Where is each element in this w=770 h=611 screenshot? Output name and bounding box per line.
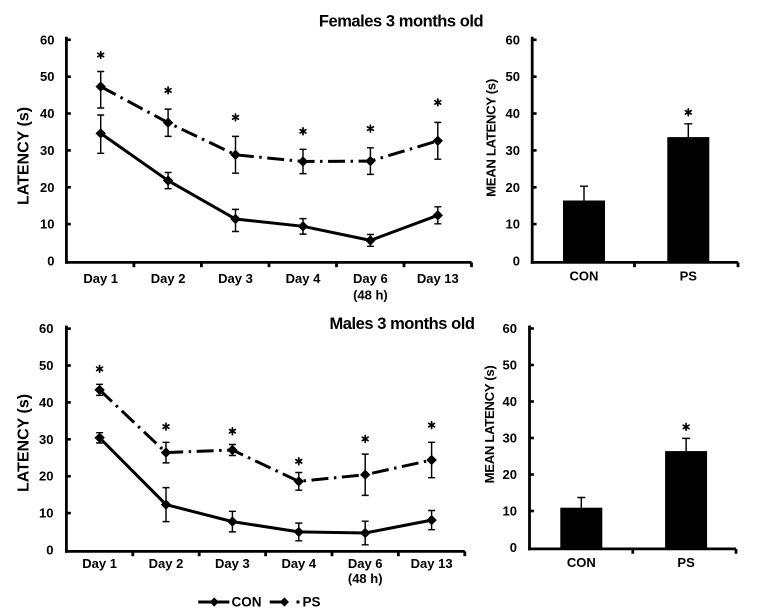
svg-text:10: 10 — [39, 506, 53, 521]
svg-text:CON: CON — [570, 269, 599, 284]
svg-text:Day 3: Day 3 — [218, 271, 253, 286]
svg-text:Day 4: Day 4 — [281, 556, 316, 571]
svg-text:0: 0 — [46, 543, 53, 558]
svg-text:0: 0 — [513, 254, 520, 269]
svg-text:50: 50 — [40, 69, 54, 84]
svg-text:30: 30 — [503, 431, 517, 446]
svg-text:Day 13: Day 13 — [411, 556, 453, 571]
svg-text:10: 10 — [506, 217, 520, 232]
svg-text:30: 30 — [40, 143, 54, 158]
svg-text:40: 40 — [39, 395, 53, 410]
svg-text:LATENCY (s): LATENCY (s) — [16, 107, 33, 205]
svg-text:(48 h): (48 h) — [348, 571, 383, 586]
svg-text:LATENCY (s): LATENCY (s) — [16, 394, 33, 492]
svg-text:Day 2: Day 2 — [151, 271, 186, 286]
svg-text:Females 3 months old: Females 3 months old — [319, 13, 483, 31]
svg-text:Day 3: Day 3 — [215, 556, 250, 571]
svg-text:CON: CON — [567, 555, 596, 570]
svg-text:(48 h): (48 h) — [353, 288, 388, 303]
svg-text:40: 40 — [506, 106, 520, 121]
svg-text:20: 20 — [506, 180, 520, 195]
svg-text:0: 0 — [510, 540, 517, 555]
svg-text:40: 40 — [40, 106, 54, 121]
svg-text:50: 50 — [39, 358, 53, 373]
svg-text:50: 50 — [506, 69, 520, 84]
svg-text:CON: CON — [232, 595, 262, 610]
svg-text:Day 1: Day 1 — [82, 556, 117, 571]
svg-text:30: 30 — [39, 432, 53, 447]
svg-text:60: 60 — [506, 32, 520, 47]
svg-text:Day 6: Day 6 — [348, 556, 383, 571]
svg-text:PS: PS — [677, 555, 695, 570]
svg-text:Day 13: Day 13 — [417, 271, 459, 286]
svg-text:20: 20 — [40, 180, 54, 195]
svg-text:60: 60 — [39, 321, 53, 336]
svg-text:20: 20 — [39, 469, 53, 484]
svg-text:PS: PS — [303, 595, 321, 610]
svg-text:10: 10 — [503, 504, 517, 519]
svg-text:60: 60 — [503, 321, 517, 336]
svg-text:PS: PS — [680, 269, 698, 284]
svg-text:20: 20 — [503, 467, 517, 482]
svg-text:Day 1: Day 1 — [83, 271, 118, 286]
svg-text:60: 60 — [40, 32, 54, 47]
svg-text:50: 50 — [503, 358, 517, 373]
svg-text:10: 10 — [40, 217, 54, 232]
svg-text:Day 2: Day 2 — [149, 556, 184, 571]
svg-text:Day 6: Day 6 — [353, 271, 388, 286]
svg-text:40: 40 — [503, 394, 517, 409]
svg-text:Males 3 months old: Males 3 months old — [329, 315, 474, 333]
svg-text:MEAN LATENCY (s): MEAN LATENCY (s) — [484, 79, 499, 197]
svg-text:30: 30 — [506, 143, 520, 158]
svg-text:Day 4: Day 4 — [286, 271, 321, 286]
svg-text:MEAN LATENCY (s): MEAN LATENCY (s) — [482, 366, 497, 484]
svg-text:0: 0 — [47, 254, 54, 269]
